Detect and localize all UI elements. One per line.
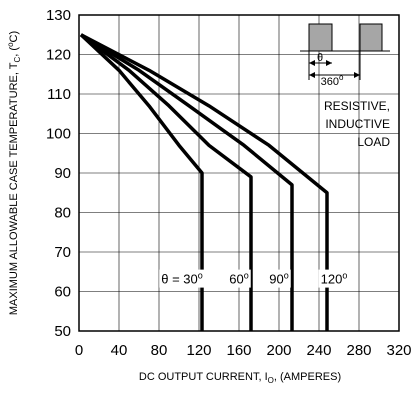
load-label-line-2: INDUCTIVE <box>325 117 390 131</box>
series-label-3: 90o <box>269 271 288 287</box>
x-tick-label: 80 <box>151 342 168 359</box>
theta-label: θ <box>317 52 323 64</box>
pulse-1 <box>308 23 333 52</box>
series-curve-4 <box>80 33 329 331</box>
load-label-line-1: RESISTIVE, <box>324 99 390 113</box>
x-tick-label: 320 <box>386 342 411 359</box>
y-tick-label: 50 <box>54 323 71 340</box>
y-tick-label: 90 <box>54 165 71 182</box>
x-tick-label: 160 <box>226 342 251 359</box>
tick-layer: 0 40 80 120 160 200 240 280 320 50 60 70 80 90 100 110 1… <box>46 7 412 359</box>
x-axis-label: DC OUTPUT CURRENT, IO, (AMPERES) <box>139 371 341 385</box>
y-tick-label: 120 <box>46 47 71 64</box>
series-curve-3 <box>80 33 294 331</box>
plot-frame <box>78 14 400 332</box>
series-label-4: 120o <box>321 271 348 287</box>
x-tick-label: 240 <box>306 342 331 359</box>
x-tick-label: 280 <box>346 342 371 359</box>
series-label-background <box>159 269 205 288</box>
y-tick-label: 60 <box>54 284 71 301</box>
x-tick-label: 200 <box>266 342 291 359</box>
series-label-background <box>267 269 291 288</box>
series-label-1: θ = 30o <box>161 271 203 287</box>
x-tick-label: 0 <box>75 342 83 359</box>
y-tick-label: 80 <box>54 205 71 222</box>
x-tick-label: 120 <box>186 342 211 359</box>
load-label-line-3: LOAD <box>357 135 390 149</box>
curve-layer <box>79 33 329 331</box>
series-label-2: 60o <box>229 271 248 287</box>
waveform-inset: θ 360o RESISTIVE, INDUCTIVE LOAD <box>300 23 390 149</box>
y-axis-label: MAXIMUM ALLOWABLE CASE TEMPERATURE, TC, … <box>6 31 22 315</box>
series-label-background <box>318 269 350 288</box>
y-tick-label: 130 <box>46 7 71 24</box>
series-curve-1 <box>79 33 204 331</box>
series-curve-2 <box>79 33 253 331</box>
y-tick-label: 100 <box>46 126 71 143</box>
y-tick-label: 70 <box>54 244 71 261</box>
period-label: 360o <box>321 73 344 88</box>
pulse-2 <box>359 23 383 52</box>
x-tick-label: 40 <box>111 342 128 359</box>
y-tick-label: 110 <box>47 86 71 103</box>
series-label-layer: θ = 30o 60o 90o 120o <box>159 269 350 288</box>
series-label-background <box>227 269 251 288</box>
